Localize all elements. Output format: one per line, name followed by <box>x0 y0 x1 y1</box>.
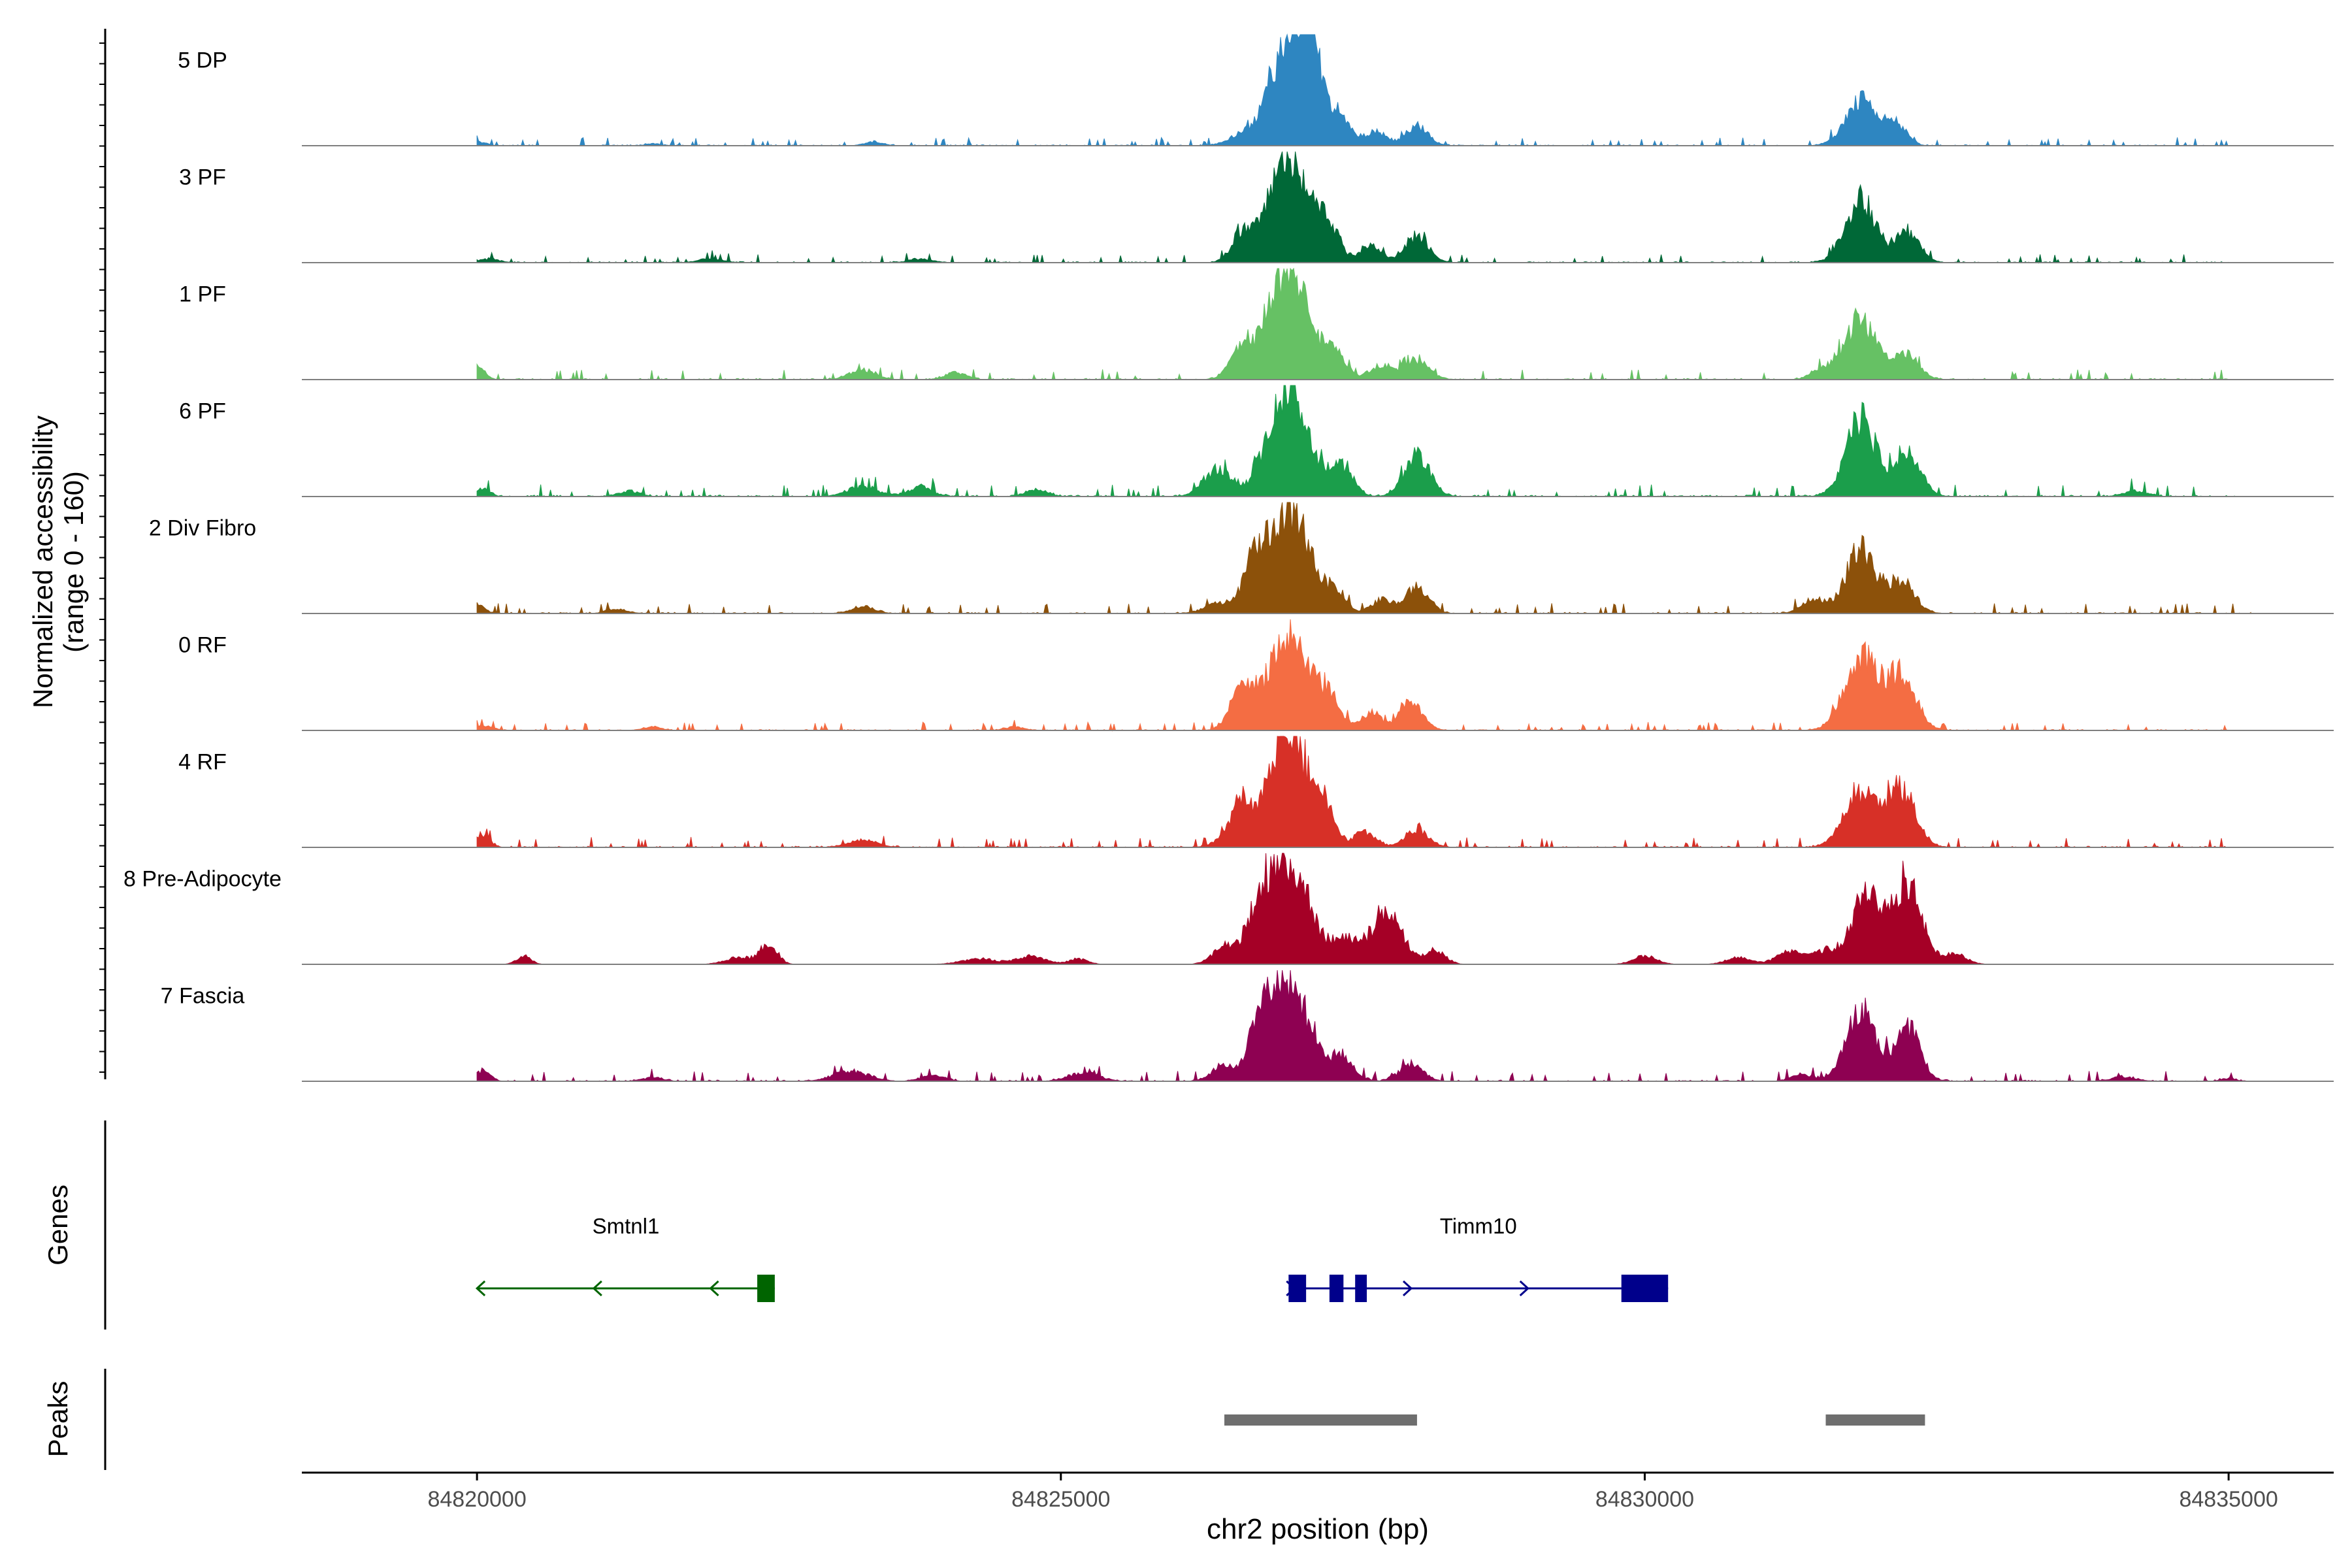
gene-name: Timm10 <box>1440 1214 1517 1238</box>
coverage-y-ticks <box>99 42 105 1073</box>
x-axis-label: chr2 position (bp) <box>1207 1513 1429 1545</box>
coverage-area <box>476 151 2229 264</box>
coverage-tracks: 5 DP 3 PF 1 PF 6 PF 2 Div Fibro 0 RF 4 RF 8 Pre… <box>123 33 2334 1082</box>
coverage-area <box>476 267 2229 380</box>
track-label: 3 PF <box>179 165 226 190</box>
track-label: 6 PF <box>179 399 226 424</box>
coverage-area <box>476 970 2251 1082</box>
coverage-panel: Normalized accessibility (range 0 - 160)… <box>27 29 2334 1082</box>
x-tick-label: 84835000 <box>2179 1487 2278 1512</box>
x-ticks: 84820000 84825000 84830000 84835000 <box>427 1473 2278 1512</box>
x-axis: 84820000 84825000 84830000 84835000 chr2 po… <box>302 1471 2334 1545</box>
coverage-area <box>476 502 2251 615</box>
coverage-track: 0 RF <box>178 619 2334 732</box>
genes-label: Genes <box>42 1184 73 1266</box>
coverage-area <box>477 853 2229 965</box>
peak-regions <box>1224 1414 1925 1426</box>
gene-name: Smtnl1 <box>593 1214 660 1238</box>
track-label: 1 PF <box>179 282 226 307</box>
x-tick-label: 84820000 <box>427 1487 526 1512</box>
strand-arrow <box>592 1280 602 1297</box>
gene-exon <box>757 1275 775 1302</box>
gene-exon <box>1621 1275 1669 1302</box>
x-tick-label: 84825000 <box>1011 1487 1110 1512</box>
gene-exon <box>1355 1275 1367 1302</box>
peak-region <box>1825 1414 1925 1426</box>
peaks-panel: Peaks <box>42 1369 1925 1470</box>
coverage-track: 7 Fascia <box>161 970 2334 1082</box>
strand-arrow <box>709 1280 719 1297</box>
coverage-track: 3 PF <box>179 151 2334 264</box>
coverage-y-label-line1: Normalized accessibility <box>27 416 58 708</box>
track-label: 8 Pre-Adipocyte <box>123 867 282 892</box>
strand-arrow <box>475 1280 486 1297</box>
gene-model: Smtnl1 <box>475 1214 775 1302</box>
coverage-area <box>476 385 2251 497</box>
peak-region <box>1224 1414 1417 1426</box>
coverage-y-label-line2: (range 0 - 160) <box>58 471 89 653</box>
coverage-track: 1 PF <box>179 267 2334 380</box>
gene-model: Timm10 <box>1286 1214 1669 1302</box>
track-label: 5 DP <box>178 48 227 73</box>
peaks-label: Peaks <box>42 1381 73 1458</box>
coverage-track: 2 Div Fibro <box>149 502 2334 615</box>
coverage-track: 5 DP <box>178 33 2334 147</box>
coverage-track: 4 RF <box>178 736 2334 849</box>
track-label: 7 Fascia <box>161 984 245 1009</box>
coverage-area <box>476 33 2229 147</box>
track-label: 4 RF <box>178 750 227 775</box>
x-tick-label: 84830000 <box>1595 1487 1694 1512</box>
gene-exon <box>1288 1275 1307 1302</box>
strand-arrow <box>1519 1280 1529 1297</box>
coverage-area <box>476 619 2229 732</box>
coverage-track: 8 Pre-Adipocyte <box>123 853 2334 965</box>
gene-exon <box>1329 1275 1344 1302</box>
track-label: 0 RF <box>178 633 227 658</box>
coverage-area <box>476 736 2229 849</box>
coverage-track: 6 PF <box>179 385 2334 497</box>
gene-models: Smtnl1 Timm10 <box>475 1214 1669 1302</box>
strand-arrow <box>1402 1280 1413 1297</box>
track-label: 2 Div Fibro <box>149 516 256 541</box>
genes-panel: Genes Smtnl1 Timm10 <box>42 1120 1669 1330</box>
